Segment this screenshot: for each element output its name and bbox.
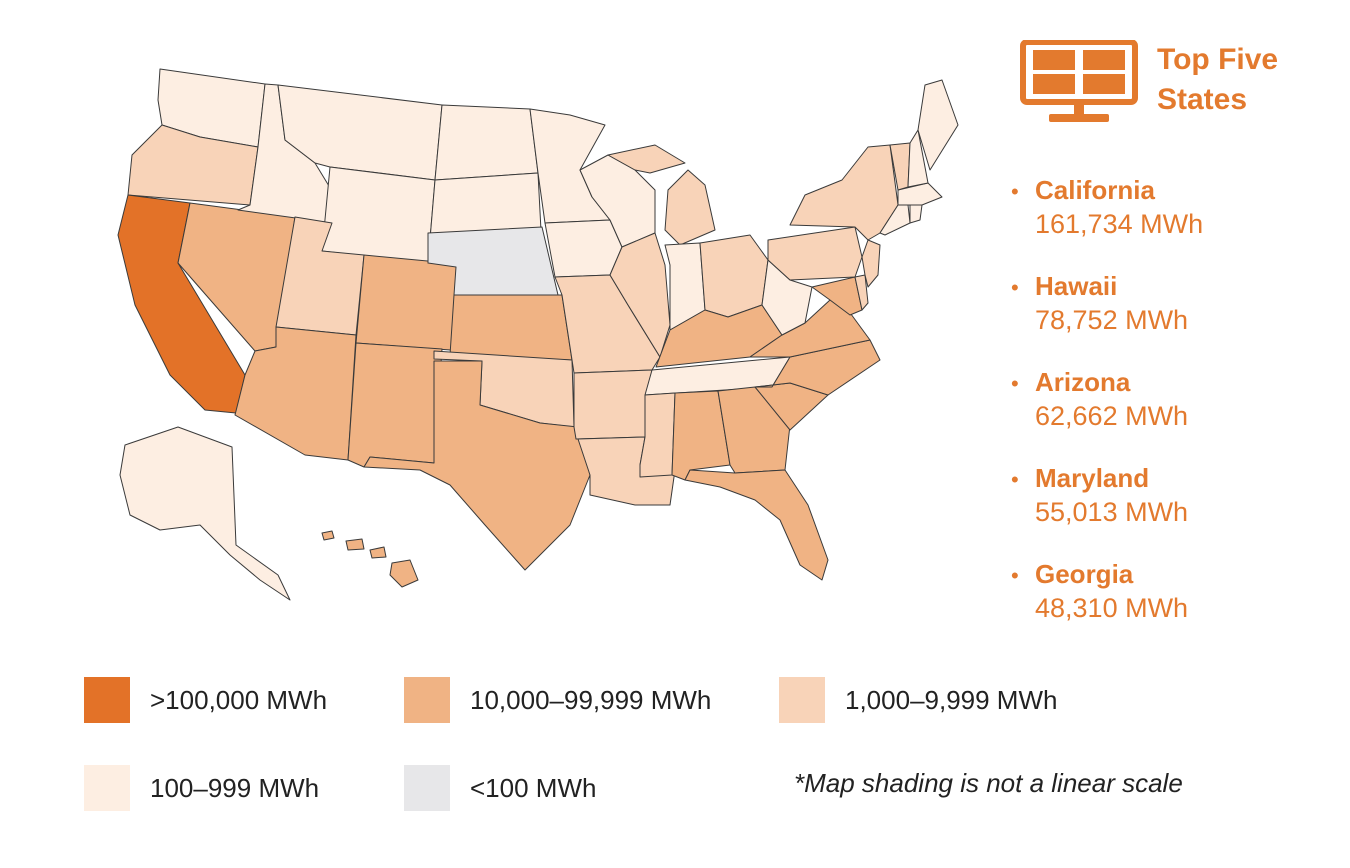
state-ND [434,104,539,181]
legend-swatch [404,677,450,723]
top-five-panel: Top Five States • California 161,734 MWh… [1005,38,1335,623]
state-MD [811,276,863,316]
state-NH [907,129,929,188]
legend-swatch [779,677,825,723]
state-MS [639,392,676,478]
state-ME [917,79,959,171]
bullet-icon: • [1011,467,1019,492]
list-item: • Hawaii 78,752 MWh [1005,270,1203,366]
legend-item-100-999: 100–999 MWh [84,763,319,813]
legend-label: >100,000 MWh [150,684,328,715]
legend-swatch [84,765,130,811]
state-name: Georgia [1035,559,1134,589]
state-value: 48,310 MWh [1035,593,1189,623]
state-IL [609,232,671,358]
legend-item-over-100k: >100,000 MWh [84,675,327,725]
state-NY [789,144,899,241]
legend-label: 10,000–99,999 MWh [470,684,712,715]
state-CT [879,204,911,236]
solar-panel-icon [1020,40,1138,122]
state-NJ [861,239,881,288]
state-RI [909,204,923,224]
list-item: • Arizona 62,662 MWh [1005,366,1203,462]
state-name: Maryland [1035,463,1150,493]
state-KS [449,294,573,361]
legend-swatch [84,677,130,723]
legend-label: 100–999 MWh [150,772,320,803]
state-IA [544,219,623,278]
state-DE [854,274,869,311]
list-item: • Maryland 55,013 MWh [1005,462,1203,558]
list-item: • Georgia 48,310 MWh [1005,558,1203,654]
bullet-icon: • [1011,275,1019,300]
state-value: 62,662 MWh [1035,401,1189,431]
list-item: • California 161,734 MWh [1005,174,1203,270]
map-legend: >100,000 MWh 10,000–99,999 MWh 1,000–9,9… [84,675,1344,825]
panel-title: Top Five States [1157,43,1279,116]
state-name: Arizona [1035,367,1131,397]
legend-item-1k-9k: 1,000–9,999 MWh [779,675,1057,725]
legend-label: 1,000–9,999 MWh [845,684,1058,715]
bullet-icon: • [1011,179,1019,204]
state-NM [347,342,443,468]
state-AK [119,426,291,601]
state-OH [699,234,769,318]
state-PA [767,226,863,281]
panel-heading: Top Five States [1005,38,1335,128]
us-states-map [117,68,959,601]
bullet-icon: • [1011,371,1019,396]
state-name: Hawaii [1035,271,1118,301]
state-TX [363,360,591,571]
state-AR [573,369,653,440]
state-WY [321,166,436,264]
state-name: California [1035,175,1155,205]
legend-swatch [404,765,450,811]
state-value: 161,734 MWh [1035,209,1204,239]
state-FL [684,469,829,581]
state-HI [321,530,419,588]
scale-note: *Map shading is not a linear scale [794,768,1183,798]
legend-item-under-100: <100 MWh [404,763,596,813]
legend-item-10k-99k: 10,000–99,999 MWh [404,675,711,725]
state-value: 78,752 MWh [1035,305,1189,335]
legend-label: <100 MWh [470,772,597,803]
bullet-icon: • [1011,563,1019,588]
state-value: 55,013 MWh [1035,497,1189,527]
state-MI [607,144,716,246]
top-states-list: • California 161,734 MWh • Hawaii 78,752… [1005,174,1203,654]
